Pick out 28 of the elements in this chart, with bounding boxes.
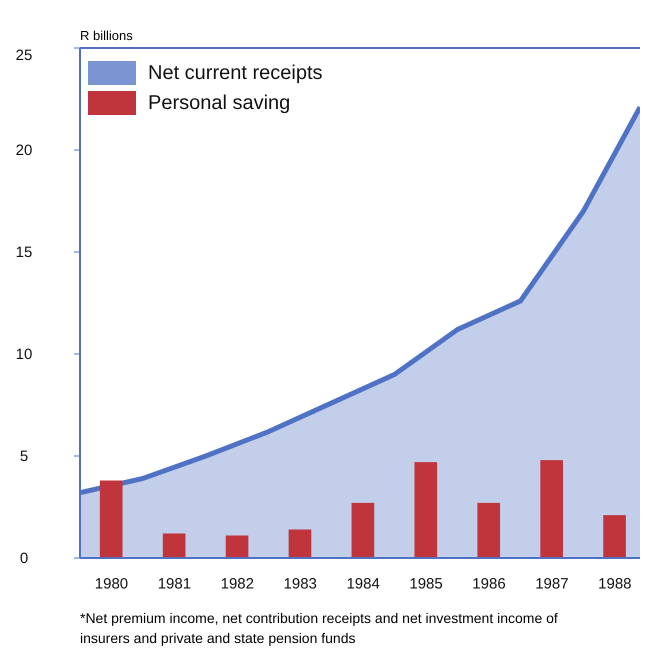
legend-label: Net current receipts: [148, 61, 323, 86]
x-tick-label: 1986: [472, 576, 506, 593]
legend-label: Personal saving: [148, 91, 290, 116]
x-tick-label: 1987: [535, 576, 569, 593]
y-tick-label: 10: [16, 346, 32, 363]
y-tick-label: 20: [16, 142, 32, 159]
x-tick-label: 1988: [598, 576, 632, 593]
y-tick-label: 0: [20, 550, 28, 567]
bar: [162, 534, 186, 558]
y-tick-label: 5: [20, 448, 28, 465]
y-axis-title: R billions: [80, 28, 133, 43]
y-tick-label: 15: [16, 244, 32, 261]
x-tick-label: 1985: [409, 576, 443, 593]
y-tick-label: 25: [16, 47, 32, 64]
bar: [540, 460, 563, 558]
x-tick-label: 1980: [94, 576, 128, 593]
bar: [352, 502, 374, 558]
bar: [603, 515, 626, 558]
text: *Net premium income, net contribution receipts and net investment income of insurers and private and state pension funds: [80, 609, 559, 648]
bar: [226, 536, 248, 558]
x-tick-label: 1984: [346, 576, 380, 593]
bar: [288, 529, 312, 558]
bar: [477, 502, 500, 558]
x-tick-label: 1982: [220, 576, 254, 593]
bar: [414, 462, 438, 558]
x-tick-label: 1983: [284, 576, 317, 593]
x-tick-label: 1981: [158, 576, 192, 593]
bar: [100, 480, 123, 558]
